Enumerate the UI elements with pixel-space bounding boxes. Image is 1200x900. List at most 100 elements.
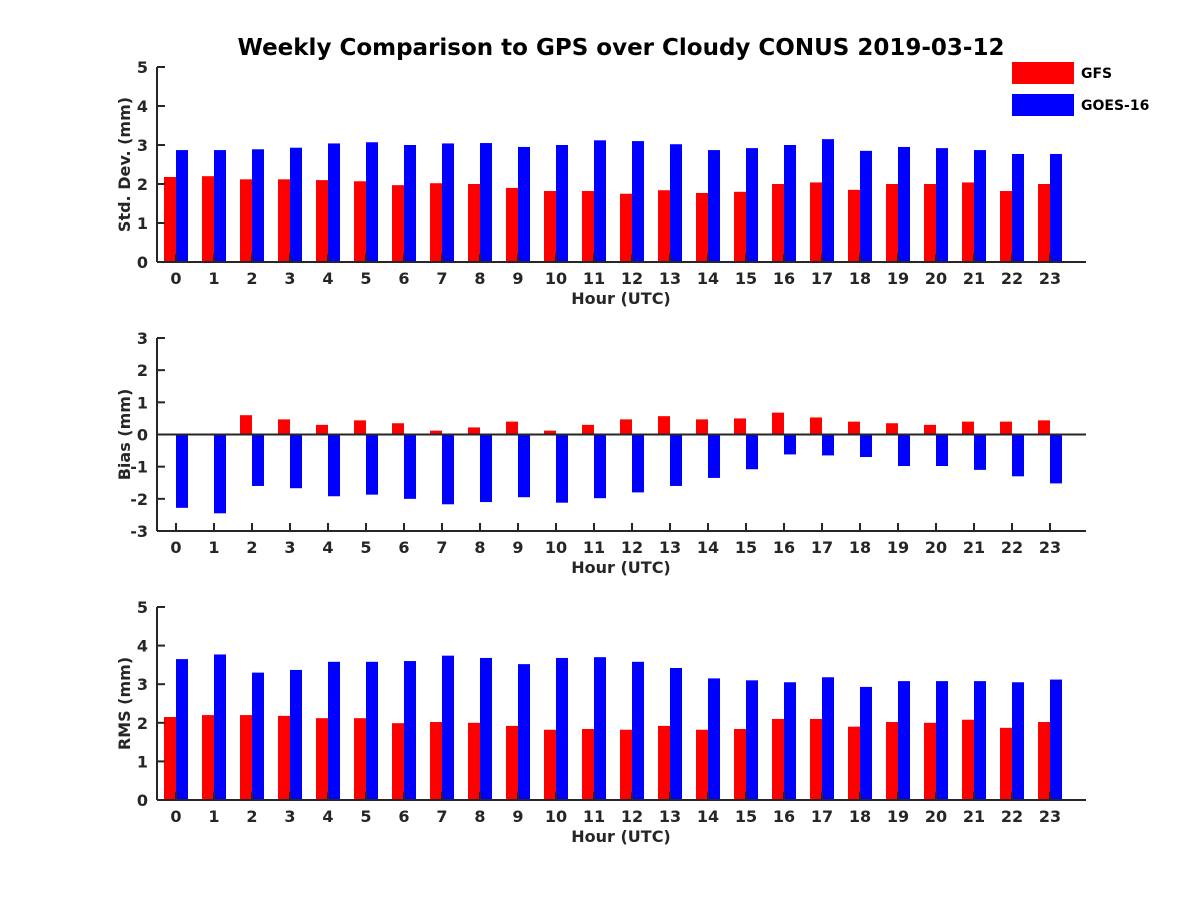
x-tick-label: 23 xyxy=(1039,807,1061,826)
bar-gfs-18 xyxy=(848,189,860,262)
bar-goes-16-22 xyxy=(1012,153,1024,262)
x-tick-label: 12 xyxy=(621,807,643,826)
bar-gfs-18 xyxy=(848,726,860,800)
bar-gfs-16 xyxy=(772,184,784,262)
x-tick-label: 18 xyxy=(849,269,871,288)
x-tick-label: 5 xyxy=(360,807,371,826)
bar-gfs-5 xyxy=(354,718,366,800)
bar-gfs-20 xyxy=(924,722,936,800)
y-tick-label: 0 xyxy=(137,253,148,272)
legend-swatch-gfs xyxy=(1012,62,1074,84)
y-tick-label: 2 xyxy=(137,361,148,380)
bar-goes-16-3 xyxy=(290,434,302,489)
bar-goes-16-5 xyxy=(366,661,378,800)
bar-goes-16-23 xyxy=(1050,153,1062,262)
x-tick-label: 18 xyxy=(849,807,871,826)
x-tick-label: 13 xyxy=(659,269,681,288)
x-tick-label: 2 xyxy=(246,538,257,557)
bar-goes-16-7 xyxy=(442,143,454,262)
legend-swatch-goes-16 xyxy=(1012,94,1074,116)
bar-goes-16-21 xyxy=(974,681,986,800)
x-tick-label: 16 xyxy=(773,269,795,288)
x-tick-label: 21 xyxy=(963,269,985,288)
bar-gfs-7 xyxy=(430,722,442,800)
bar-gfs-22 xyxy=(1000,191,1012,262)
bar-gfs-7 xyxy=(430,430,442,435)
x-tick-label: 16 xyxy=(773,538,795,557)
bar-goes-16-14 xyxy=(708,150,720,262)
x-tick-label: 22 xyxy=(1001,538,1023,557)
bar-gfs-23 xyxy=(1038,420,1050,435)
bar-goes-16-6 xyxy=(404,661,416,800)
bar-gfs-12 xyxy=(620,729,632,800)
bar-goes-16-11 xyxy=(594,140,606,262)
x-tick-label: 13 xyxy=(659,807,681,826)
bar-goes-16-19 xyxy=(898,146,910,262)
bar-gfs-11 xyxy=(582,191,594,262)
bar-gfs-9 xyxy=(506,421,518,435)
bar-gfs-6 xyxy=(392,723,404,800)
x-tick-label: 11 xyxy=(583,538,605,557)
x-tick-label: 20 xyxy=(925,538,947,557)
bar-gfs-10 xyxy=(544,729,556,800)
bar-goes-16-12 xyxy=(632,434,644,493)
x-tick-label: 2 xyxy=(246,269,257,288)
bar-goes-16-21 xyxy=(974,150,986,262)
x-tick-label: 3 xyxy=(284,538,295,557)
x-tick-label: 22 xyxy=(1001,269,1023,288)
x-tick-label: 19 xyxy=(887,538,909,557)
x-tick-label: 0 xyxy=(170,269,181,288)
bar-goes-16-11 xyxy=(594,657,606,800)
bar-gfs-20 xyxy=(924,184,936,262)
bar-goes-16-0 xyxy=(176,434,188,508)
bar-gfs-20 xyxy=(924,424,936,435)
bar-goes-16-16 xyxy=(784,145,796,262)
bar-gfs-14 xyxy=(696,192,708,262)
bar-gfs-8 xyxy=(468,184,480,262)
bar-goes-16-9 xyxy=(518,664,530,800)
bar-goes-16-16 xyxy=(784,434,796,455)
bar-goes-16-3 xyxy=(290,669,302,800)
x-tick-label: 2 xyxy=(246,807,257,826)
x-tick-label: 16 xyxy=(773,807,795,826)
x-tick-label: 4 xyxy=(322,538,333,557)
x-tick-label: 5 xyxy=(360,538,371,557)
x-axis-label: Hour (UTC) xyxy=(571,827,671,846)
bar-goes-16-23 xyxy=(1050,434,1062,484)
x-tick-label: 6 xyxy=(398,538,409,557)
bar-goes-16-2 xyxy=(252,149,264,262)
bar-goes-16-14 xyxy=(708,434,720,478)
bar-gfs-0 xyxy=(164,717,176,800)
bar-goes-16-4 xyxy=(328,143,340,262)
x-tick-label: 8 xyxy=(474,269,485,288)
bar-goes-16-20 xyxy=(936,148,948,262)
x-tick-label: 15 xyxy=(735,538,757,557)
bar-gfs-11 xyxy=(582,728,594,800)
bar-gfs-10 xyxy=(544,430,556,435)
bar-goes-16-17 xyxy=(822,139,834,262)
bar-goes-16-5 xyxy=(366,142,378,262)
x-tick-label: 7 xyxy=(436,538,447,557)
bar-goes-16-16 xyxy=(784,682,796,800)
x-tick-label: 17 xyxy=(811,269,833,288)
bar-gfs-19 xyxy=(886,423,898,435)
x-tick-label: 17 xyxy=(811,807,833,826)
x-tick-label: 4 xyxy=(322,807,333,826)
y-tick-label: 1 xyxy=(137,393,148,412)
bar-goes-16-19 xyxy=(898,434,910,467)
bar-goes-16-11 xyxy=(594,434,606,499)
x-tick-label: 11 xyxy=(583,807,605,826)
bar-gfs-21 xyxy=(962,719,974,800)
bar-goes-16-14 xyxy=(708,678,720,800)
bar-gfs-0 xyxy=(164,176,176,262)
bar-gfs-4 xyxy=(316,180,328,262)
x-tick-label: 7 xyxy=(436,269,447,288)
bar-gfs-8 xyxy=(468,427,480,435)
bar-goes-16-3 xyxy=(290,147,302,262)
x-tick-label: 19 xyxy=(887,807,909,826)
bar-goes-16-23 xyxy=(1050,679,1062,800)
x-tick-label: 1 xyxy=(208,538,219,557)
x-tick-label: 15 xyxy=(735,807,757,826)
x-tick-label: 3 xyxy=(284,807,295,826)
bar-gfs-17 xyxy=(810,182,822,262)
